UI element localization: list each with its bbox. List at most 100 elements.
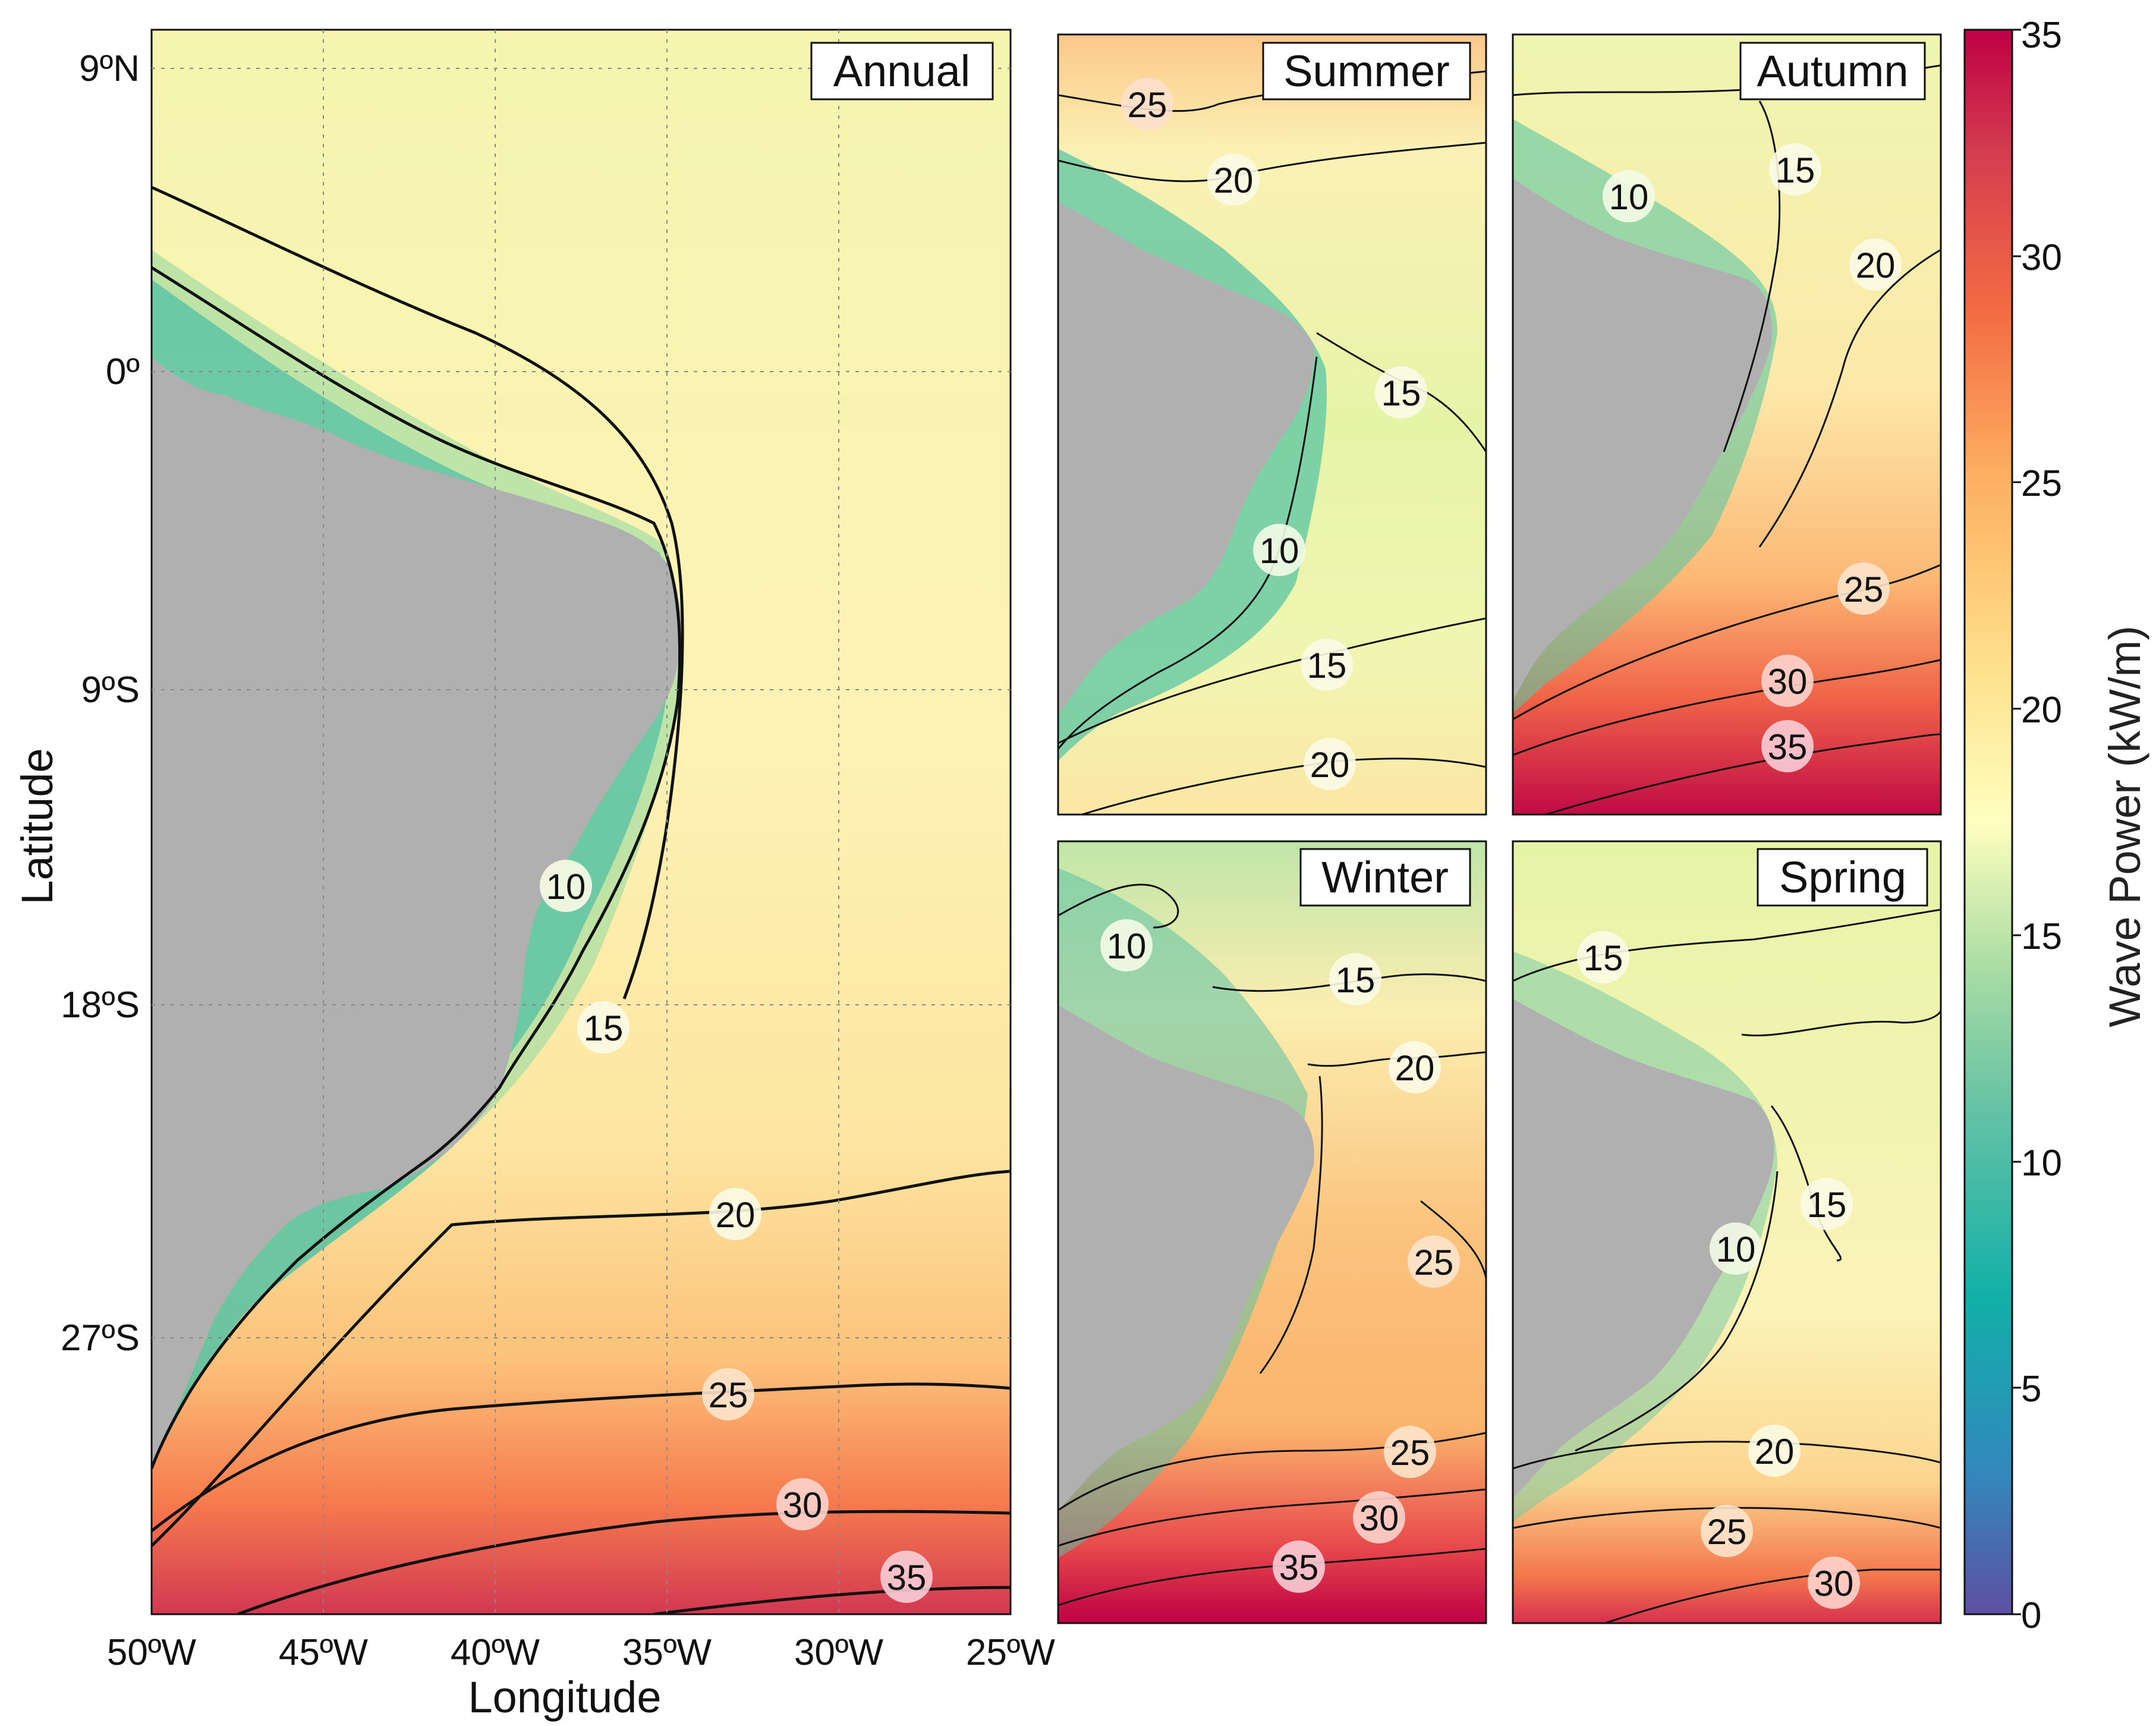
- contour-lines: [1058, 884, 1486, 1606]
- svg-text:15: 15: [1776, 150, 1815, 190]
- contour-label: 20: [1207, 153, 1260, 206]
- panel-winter: 10 15 20 25 25 30 35 Winter: [1057, 840, 1487, 1624]
- contour-label: 35: [1273, 1540, 1325, 1593]
- y-axis-title: Latitude: [12, 748, 62, 904]
- panel-frame: [1512, 840, 1942, 1624]
- y-axis: 9ºN 0º 9ºS 18ºS 27ºS Latitude: [12, 48, 140, 1359]
- svg-text:10: 10: [1609, 177, 1649, 217]
- svg-text:20: 20: [1310, 745, 1350, 785]
- contour-label: 15: [1801, 1178, 1853, 1230]
- colorbar-tick-label: 10: [2021, 1143, 2062, 1184]
- colorbar-tick-label: 30: [2021, 237, 2062, 278]
- colorbar-tick-label: 5: [2021, 1369, 2041, 1410]
- svg-text:15: 15: [1336, 960, 1376, 1000]
- x-axis-title: Longitude: [468, 1672, 661, 1722]
- x-tick-label: 50ºW: [107, 1632, 197, 1673]
- x-tick-label: 45ºW: [279, 1632, 369, 1673]
- svg-text:20: 20: [1395, 1048, 1435, 1088]
- svg-text:15: 15: [584, 1008, 624, 1048]
- land-south-america: [1058, 1005, 1314, 1510]
- contour-label: 10: [1710, 1222, 1762, 1275]
- contour-labels: 10 15 20 25 30 35: [1603, 143, 1902, 772]
- colorbar-tick-label: 15: [2021, 916, 2062, 957]
- panel-frame: [1512, 33, 1942, 816]
- svg-text:20: 20: [716, 1195, 756, 1235]
- contour-label: 25: [1408, 1235, 1460, 1288]
- svg-text:15: 15: [1807, 1185, 1847, 1225]
- panel-frame: [1057, 840, 1487, 1624]
- y-tick-label: 9ºN: [79, 48, 140, 89]
- svg-text:10: 10: [1107, 926, 1147, 966]
- x-axis: 50ºW 45ºW 40ºW 35ºW 30ºW 25ºW Longitude: [107, 1632, 1056, 1722]
- contour-lines: [152, 186, 1011, 1614]
- svg-text:30: 30: [1814, 1564, 1854, 1604]
- svg-text:25: 25: [709, 1375, 748, 1415]
- contour-label: 25: [1384, 1426, 1436, 1478]
- svg-text:20: 20: [1214, 161, 1254, 200]
- contour-label: 25: [702, 1368, 754, 1420]
- panel-annual: 10 15 20 25 30 35 Annual: [150, 29, 1012, 1615]
- x-tick-label: 35ºW: [622, 1632, 712, 1673]
- svg-text:35: 35: [1768, 727, 1808, 767]
- contour-label: 20: [1849, 238, 1902, 291]
- contour-label: 10: [1253, 524, 1305, 576]
- annual-contour-labels: 10 15 20 25 30 35: [540, 860, 933, 1603]
- colorbar-gradient: [1963, 29, 2013, 1615]
- colorbar-tick-label: 25: [2021, 463, 2062, 504]
- contour-label: 10: [1100, 919, 1153, 972]
- svg-text:25: 25: [1414, 1243, 1454, 1282]
- svg-text:15: 15: [1584, 938, 1623, 978]
- colorbar-tick-label: 35: [2021, 15, 2062, 56]
- panel-autumn: 10 15 20 25 30 35 Autumn: [1512, 33, 1942, 816]
- contour-label: 25: [1837, 562, 1890, 615]
- panel-label: Autumn: [1739, 42, 1926, 100]
- svg-text:25: 25: [1707, 1512, 1747, 1552]
- contour-label: 30: [1808, 1557, 1860, 1609]
- land-south-america: [152, 357, 681, 1463]
- svg-text:Annual: Annual: [833, 46, 970, 96]
- svg-text:25: 25: [1128, 85, 1167, 125]
- contour-label: 25: [1121, 78, 1173, 130]
- colorbar-title: Wave Power (kW/m): [2100, 625, 2149, 1027]
- contour-label: 20: [709, 1188, 761, 1240]
- colorbar-tick-label: 20: [2021, 690, 2062, 731]
- x-tick-label: 30ºW: [794, 1632, 884, 1673]
- panel-frame: [1057, 33, 1487, 816]
- panel-label: Winter: [1299, 848, 1471, 907]
- contour-label: 30: [1761, 655, 1814, 707]
- y-tick-label: 27ºS: [61, 1318, 140, 1359]
- colorbar-tick-label: 0: [2021, 1595, 2041, 1636]
- land-south-america: [1513, 999, 1774, 1498]
- contour-label: 20: [1304, 738, 1356, 790]
- panel-summer: 25 20 15 10 15 20 Summer: [1057, 33, 1487, 816]
- svg-text:25: 25: [1844, 570, 1884, 609]
- svg-text:30: 30: [1768, 662, 1808, 702]
- svg-text:20: 20: [1856, 246, 1896, 285]
- svg-text:15: 15: [1307, 646, 1347, 686]
- svg-text:35: 35: [887, 1558, 927, 1598]
- svg-text:15: 15: [1381, 373, 1421, 413]
- colorbar: 0 5 10 15 20 25 30 35 Wave Power (kW/m): [1963, 15, 2149, 1636]
- contour-label: 35: [1761, 720, 1814, 772]
- svg-text:35: 35: [1279, 1548, 1319, 1587]
- svg-text:10: 10: [546, 867, 586, 907]
- y-tick-label: 18ºS: [61, 985, 140, 1026]
- contour-label: 20: [1748, 1425, 1801, 1477]
- x-tick-label: 40ºW: [451, 1632, 540, 1673]
- contour-labels: 25 20 15 10 15 20: [1121, 78, 1427, 790]
- contour-label: 15: [1375, 366, 1427, 419]
- svg-text:20: 20: [1755, 1432, 1795, 1472]
- svg-text:30: 30: [1359, 1498, 1399, 1538]
- panel-frame: [150, 29, 1012, 1615]
- contour-label: 15: [1577, 931, 1629, 983]
- y-tick-label: 0º: [106, 351, 140, 392]
- contour-label: 25: [1701, 1505, 1753, 1557]
- contour-label: 30: [776, 1478, 829, 1530]
- svg-text:30: 30: [783, 1485, 823, 1525]
- land-south-america: [1058, 202, 1314, 713]
- panel-label: Summer: [1262, 42, 1471, 100]
- contour-labels: 15 15 10 20 25 30: [1577, 931, 1860, 1609]
- contour-label: 15: [1329, 953, 1381, 1005]
- svg-text:Summer: Summer: [1283, 46, 1450, 96]
- panel-spring: 15 15 10 20 25 30 Spring: [1512, 840, 1942, 1624]
